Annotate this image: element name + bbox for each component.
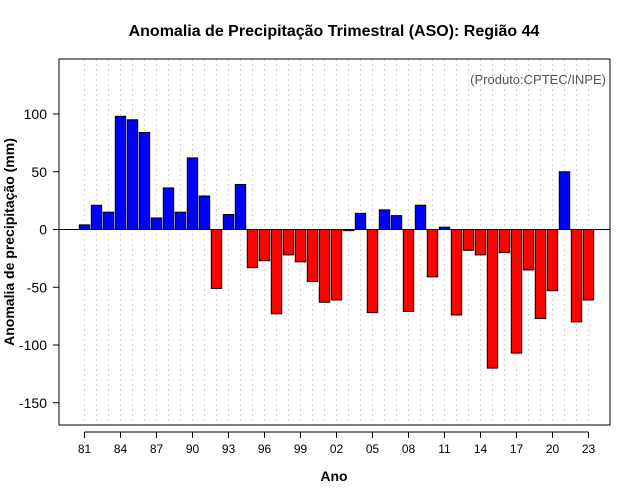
bar: [294, 229, 307, 263]
bar: [570, 229, 583, 323]
bar: [234, 183, 247, 230]
bar: [546, 229, 559, 292]
bar: [210, 229, 223, 289]
x-tick-label: 23: [582, 442, 596, 456]
bar: [438, 226, 451, 231]
bar: [558, 171, 571, 230]
x-tick-label: 99: [294, 442, 308, 456]
bar: [102, 211, 115, 231]
y-tick-label: -150: [19, 395, 47, 411]
x-axis-label: Ano: [320, 468, 347, 484]
x-tick-label: 93: [222, 442, 236, 456]
bar: [534, 229, 547, 319]
x-tick-label: 08: [402, 442, 416, 456]
bar: [126, 119, 139, 230]
x-tick-label: 11: [438, 442, 451, 456]
bar: [306, 229, 319, 282]
bar: [390, 215, 403, 230]
y-tick-label: 50: [31, 164, 47, 180]
bar: [318, 229, 331, 303]
bar: [366, 229, 379, 314]
bar: [222, 213, 235, 231]
y-tick-label: -50: [27, 279, 47, 295]
x-tick-label: 90: [186, 442, 200, 456]
vertical-gridlines: [84, 59, 589, 425]
bar: [78, 224, 91, 231]
plot-frame: [58, 58, 611, 426]
bar: [90, 204, 103, 230]
bar: [258, 229, 271, 262]
bar: [462, 229, 475, 251]
x-tick-label: 20: [546, 442, 560, 456]
chart-title: Anomalia de Precipitação Trimestral (ASO…: [129, 23, 540, 40]
bar: [114, 115, 127, 230]
bar: [342, 229, 355, 232]
bar: [198, 195, 211, 231]
bar: [426, 229, 439, 278]
bar: [378, 209, 391, 231]
x-tick-label: 05: [366, 442, 380, 456]
bar: [402, 229, 415, 313]
bars-group: [78, 115, 595, 369]
bar: [486, 229, 499, 369]
y-tick-label: 0: [39, 222, 47, 238]
x-tick-label: 81: [78, 442, 92, 456]
bar: [246, 229, 259, 269]
bar: [270, 229, 283, 315]
bar: [474, 229, 487, 256]
x-tick-label: 14: [474, 442, 488, 456]
x-tick-label: 96: [258, 442, 272, 456]
bar: [450, 229, 463, 316]
credit-text: (Produto:CPTEC/INPE): [470, 72, 606, 87]
y-axis-label: Anomalia de precipitação (mm): [1, 138, 17, 346]
y-tick-label: -100: [19, 337, 47, 353]
bar: [162, 187, 175, 230]
bar: [138, 131, 151, 230]
bar: [174, 211, 187, 231]
x-tick-label: 02: [330, 442, 344, 456]
bar: [510, 229, 523, 354]
bar: [330, 229, 343, 301]
y-tick-label: 100: [24, 106, 48, 122]
bar: [414, 204, 427, 230]
bar: [522, 229, 535, 271]
y-axis: 100 50 0 -50 -100 -150: [19, 106, 59, 411]
x-axis: 81 84 87 90 93 96 99 02 05 08 11 14 17 20 23: [78, 431, 596, 456]
x-tick-label: 84: [114, 442, 128, 456]
bar: [186, 157, 199, 230]
bar: [354, 212, 367, 231]
x-tick-label: 17: [510, 442, 524, 456]
x-tick-label: 87: [150, 442, 164, 456]
bar: [282, 229, 295, 256]
bar: [582, 229, 595, 301]
bar: [498, 229, 511, 254]
bar: [150, 217, 163, 230]
